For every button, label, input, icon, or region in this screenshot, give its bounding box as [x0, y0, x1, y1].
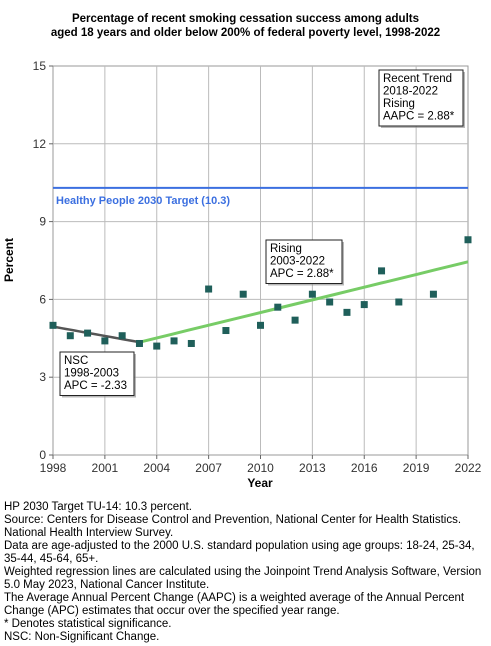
nsc-annotation-box-frame [59, 351, 135, 396]
nsc-annotation-box-line: NSC [64, 355, 88, 367]
data-point [464, 236, 472, 244]
y-tick-label: 15 [33, 59, 47, 73]
chart-title: Percentage of recent smoking cessation s… [0, 12, 491, 40]
data-point [222, 327, 230, 335]
chart-title-line-1: Percentage of recent smoking cessation s… [71, 13, 420, 25]
data-point [153, 342, 161, 350]
y-tick-label: 6 [39, 292, 46, 306]
recent-trend-box-frame [378, 69, 464, 127]
trend-line-2003-2022 [139, 260, 469, 344]
y-tick-label: 9 [39, 215, 46, 229]
data-point [66, 332, 74, 340]
nsc-annotation-box-line: APC = -2.33 [64, 380, 127, 392]
data-point [239, 290, 247, 298]
trend-line-1998-2003 [52, 325, 140, 344]
rising-annotation-box-line: 2003-2022 [270, 256, 325, 268]
y-axis-label: Percent [2, 238, 16, 282]
x-tick-label: 2016 [351, 461, 378, 475]
recent-trend-box-line: Rising [383, 98, 415, 110]
x-tick-label: 1998 [40, 461, 67, 475]
footnote-target: HP 2030 Target TU-14: 10.3 percent. [4, 501, 192, 513]
footnote-regression: Weighted regression lines are calculated… [4, 566, 482, 591]
chart-svg: 0 3 6 9 12 15 1998 2001 2004 2007 2010 2013 2016 2019… [2, 59, 482, 490]
x-tick-label: 2019 [403, 461, 430, 475]
footnote-age-adjust: Data are age-adjusted to the 2000 U.S. s… [4, 540, 475, 565]
data-point [291, 316, 299, 324]
rising-annotation-box-line: APC = 2.88* [270, 268, 334, 280]
target-layer: Healthy People 2030 Target (10.3) [53, 186, 468, 207]
footnote-source: Source: Centers for Disease Control and … [4, 514, 462, 539]
footnote-significance: * Denotes statistical significance. [4, 618, 172, 630]
x-tick-label: 2004 [143, 461, 170, 475]
data-point [205, 285, 213, 293]
y-tick-label: 3 [39, 370, 46, 384]
y-tick-label: 0 [39, 448, 46, 462]
trend-layer [52, 260, 469, 344]
data-point [187, 339, 195, 347]
data-point [101, 337, 109, 345]
data-point [308, 290, 316, 298]
data-point [378, 267, 386, 275]
recent-trend-box-line: AAPC = 2.88* [383, 111, 455, 123]
x-tick-label: 2001 [92, 461, 119, 475]
recent-trend-box-line: 2018-2022 [383, 86, 438, 98]
tick-layer: 0 3 6 9 12 15 1998 2001 2004 2007 2010 2013 2016 2019… [33, 59, 482, 475]
point-layer [49, 236, 472, 350]
data-point [135, 339, 143, 347]
data-point [360, 301, 368, 309]
data-point [395, 298, 403, 306]
footnote-nsc: NSC: Non-Significant Change. [4, 631, 160, 643]
data-point [429, 290, 437, 298]
data-point [49, 321, 57, 329]
x-tick-label: 2022 [455, 461, 482, 475]
rising-annotation-box-line: Rising [270, 243, 302, 255]
target-label: Healthy People 2030 Target (10.3) [56, 195, 230, 207]
x-axis-label: Year [247, 476, 273, 490]
data-point [343, 308, 351, 316]
footnote-aapc: The Average Annual Percent Change (AAPC)… [4, 592, 465, 617]
x-tick-label: 2010 [247, 461, 274, 475]
rising-annotation-box-frame [265, 239, 343, 284]
recent-trend-box-line: Recent Trend [383, 73, 452, 85]
footnotes: HP 2030 Target TU-14: 10.3 percent. Sour… [4, 501, 488, 644]
x-tick-label: 2007 [195, 461, 222, 475]
data-point [326, 298, 334, 306]
data-point [118, 332, 126, 340]
nsc-annotation-box-line: 1998-2003 [64, 368, 119, 380]
x-tick-label: 2013 [299, 461, 326, 475]
chart-title-line-2: aged 18 years and older below 200% of fe… [50, 27, 441, 39]
y-tick-label: 12 [33, 137, 47, 151]
data-point [274, 303, 282, 311]
data-point [84, 329, 92, 337]
data-point [170, 337, 178, 345]
data-point [257, 321, 264, 329]
